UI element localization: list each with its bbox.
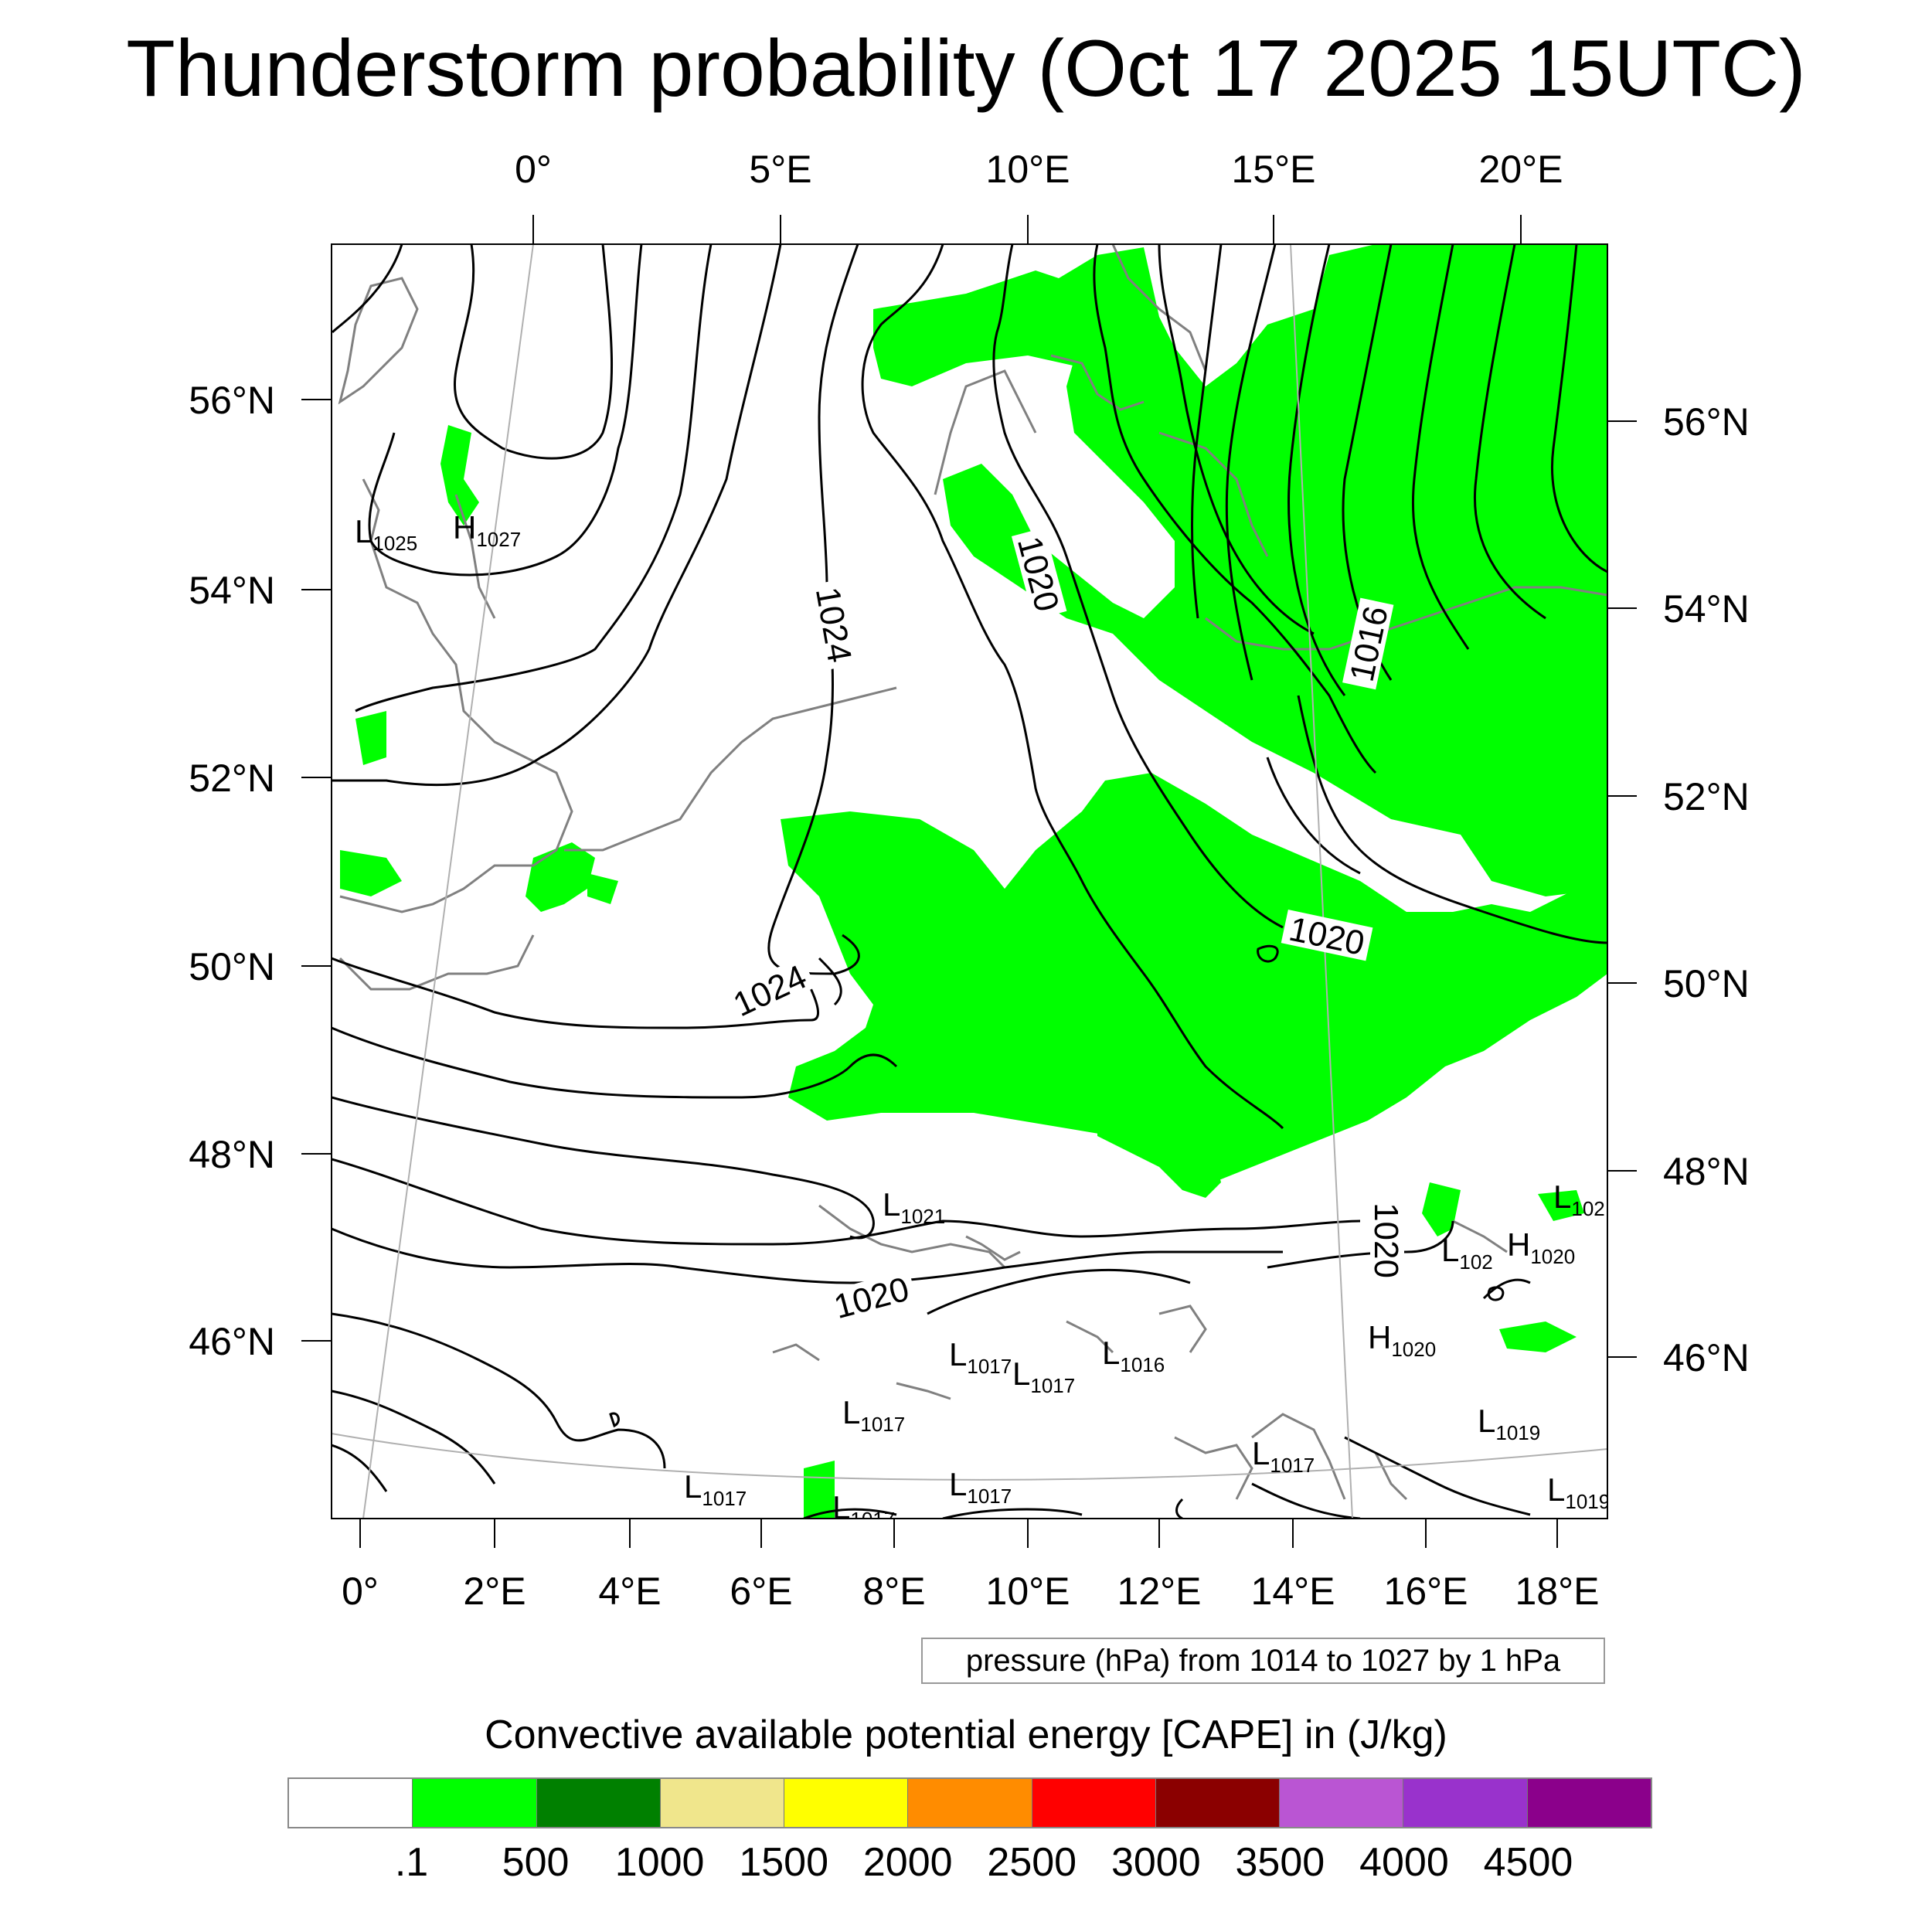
bottom-lon-label: 0° [342, 1570, 379, 1613]
cape-area-east-small [1538, 1190, 1584, 1221]
pressure-center: L1017 [832, 1489, 895, 1531]
right-latitude-labels: 56°N 54°N 52°N 50°N 48°N 46°N [1663, 400, 1750, 1379]
pressure-center: H1020 [1507, 1226, 1575, 1268]
top-lon-label: 15°E [1232, 148, 1316, 191]
bottom-lon-label: 14°E [1251, 1570, 1335, 1613]
left-lat-label: 56°N [189, 379, 275, 422]
cape-area-hungary [1422, 1182, 1461, 1236]
colorbar-label: 2000 [862, 1840, 953, 1885]
cape-area-balkans [1499, 1321, 1577, 1352]
top-lon-label: 10°E [986, 148, 1070, 191]
bottom-lon-label: 6°E [730, 1570, 792, 1613]
pressure-center: L102 [1553, 1179, 1605, 1220]
colorbar-labels: .1 500 1000 1500 2000 2500 3000 3500 4000 4500 [287, 1839, 1652, 1893]
cape-area-central [781, 773, 1607, 1182]
pressure-center: H1020 [1368, 1319, 1436, 1361]
cape-area-baltic [943, 244, 1607, 896]
graticule-lines [331, 243, 1608, 1519]
colorbar-swatch [1403, 1779, 1528, 1827]
pressure-center: L1017 [1012, 1355, 1075, 1397]
left-lat-label: 50°N [189, 945, 275, 988]
pressure-center: L1017 [842, 1394, 905, 1436]
pressure-center: L1025 [355, 513, 417, 555]
map-title: Thunderstorm probability (Oct 17 2025 15… [126, 24, 1806, 114]
colorbar-label: 4000 [1359, 1840, 1449, 1885]
pressure-center: L102 [1441, 1232, 1493, 1274]
colorbar-label: 2500 [987, 1840, 1077, 1885]
pressure-center: L1017 [684, 1468, 747, 1510]
cape-area-alps [804, 1461, 835, 1519]
pressure-center: L1016 [1102, 1335, 1165, 1376]
right-lat-label: 50°N [1663, 962, 1750, 1005]
colorbar-swatch [784, 1779, 909, 1827]
pressure-center: L1017 [949, 1336, 1012, 1378]
colorbar-label: 500 [502, 1840, 570, 1885]
pressure-center-markers: L1025 H1027 L1021 L1017 L1017 L1016 L101… [355, 509, 1610, 1531]
colorbar-swatch [536, 1779, 661, 1827]
pressure-center: L1021 [883, 1186, 945, 1228]
pressure-center: L1019 [1547, 1471, 1610, 1513]
colorbar-swatch [1155, 1779, 1281, 1827]
right-lat-label: 48°N [1663, 1150, 1750, 1193]
colorbar-swatch [1527, 1779, 1651, 1827]
pressure-center: L1019 [1478, 1403, 1540, 1444]
contour-info-box: pressure (hPa) from 1014 to 1027 by 1 hP… [921, 1638, 1605, 1684]
cape-fill-areas [340, 244, 1607, 1519]
colorbar-title: Convective available potential energy [C… [485, 1713, 1447, 1757]
pressure-center: L1017 [1252, 1435, 1315, 1477]
colorbar-label: 1000 [614, 1840, 705, 1885]
bottom-lon-label: 8°E [862, 1570, 925, 1613]
colorbar-swatch [289, 1779, 413, 1827]
cape-area-channel-patch [355, 711, 386, 765]
bottom-lon-label: 10°E [986, 1570, 1070, 1613]
colorbar-label: 1500 [739, 1840, 829, 1885]
pressure-center: L1017 [949, 1466, 1012, 1508]
left-latitude-labels: 56°N 54°N 52°N 50°N 48°N 46°N [189, 379, 275, 1363]
isobar-label: 1020 [1367, 1202, 1405, 1278]
colorbar-label: 3500 [1235, 1840, 1325, 1885]
left-lat-label: 54°N [189, 569, 275, 612]
left-lat-label: 46°N [189, 1320, 275, 1363]
right-lat-label: 52°N [1663, 775, 1750, 818]
colorbar-swatch [413, 1779, 537, 1827]
pressure-center: H1027 [453, 509, 521, 551]
top-longitude-labels: 0° 5°E 10°E 15°E 20°E [515, 148, 1563, 191]
map-frame [331, 243, 1608, 1519]
colorbar-swatch [1032, 1779, 1156, 1827]
left-lat-label: 52°N [189, 757, 275, 800]
right-lat-label: 56°N [1663, 400, 1750, 444]
colorbar-label: 4500 [1483, 1840, 1573, 1885]
isobar-contours [332, 244, 1607, 1519]
bottom-lon-label: 2°E [463, 1570, 526, 1613]
top-lon-label: 0° [515, 148, 552, 191]
colorbar-label: 3000 [1111, 1840, 1201, 1885]
top-lon-label: 20°E [1479, 148, 1563, 191]
colorbar-swatch [1280, 1779, 1404, 1827]
colorbar-swatch [660, 1779, 785, 1827]
colorbar-label: .1 [394, 1840, 429, 1885]
cape-area-east-uk [440, 425, 479, 526]
map-ticks [301, 215, 1637, 1548]
cape-colorbar [287, 1777, 1652, 1828]
bottom-lon-label: 18°E [1515, 1570, 1600, 1613]
right-lat-label: 54°N [1663, 587, 1750, 631]
cape-area-west-france [340, 850, 402, 896]
bottom-lon-label: 4°E [598, 1570, 661, 1613]
cape-area-southwest [1097, 1090, 1221, 1198]
right-lat-label: 46°N [1663, 1336, 1750, 1379]
bottom-lon-label: 16°E [1384, 1570, 1468, 1613]
left-lat-label: 48°N [189, 1133, 275, 1176]
cape-area-belgium [587, 873, 618, 904]
bottom-longitude-labels: 0° 2°E 4°E 6°E 8°E 10°E 12°E 14°E 16°E 1… [342, 1570, 1599, 1613]
bottom-lon-label: 12°E [1117, 1570, 1202, 1613]
top-lon-label: 5°E [749, 148, 811, 191]
cape-area-baltic-east [1453, 294, 1607, 680]
colorbar-swatch [908, 1779, 1032, 1827]
coastlines [338, 244, 1607, 1501]
